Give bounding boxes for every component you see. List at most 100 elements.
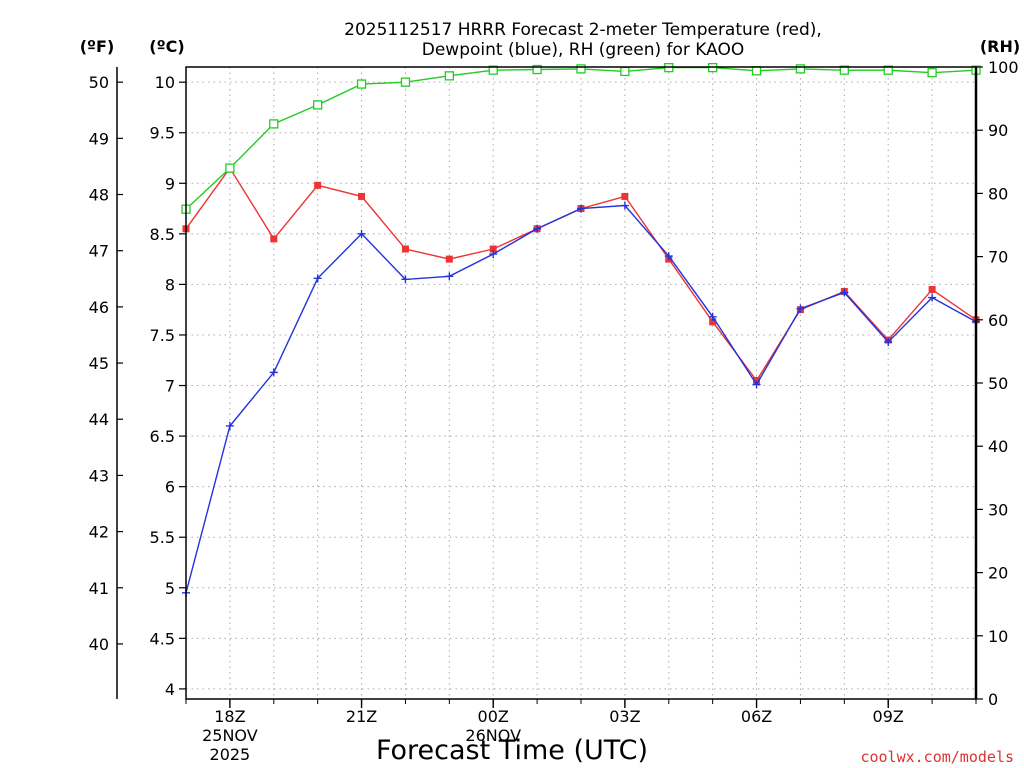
grid-lines xyxy=(186,67,976,699)
rh-point xyxy=(444,71,454,81)
celsius-tick-label: 5 xyxy=(165,579,175,598)
temperature-point xyxy=(445,255,453,263)
rh-point xyxy=(620,66,630,77)
rh-unit-label: (RH) xyxy=(980,37,1020,56)
x-tick-label: 03Z xyxy=(609,707,640,726)
celsius-tick-label: 7 xyxy=(165,377,175,396)
rh-point xyxy=(313,100,323,110)
x-tick-label: 21Z xyxy=(346,707,377,726)
rh-point xyxy=(883,65,893,75)
fahrenheit-tick-label: 46 xyxy=(89,298,109,317)
fahrenheit-tick-label: 44 xyxy=(89,410,109,429)
rh-point xyxy=(356,79,367,89)
dewpoint-point xyxy=(489,250,498,259)
celsius-tick-label: 7.5 xyxy=(150,326,175,345)
temperature-point xyxy=(753,376,761,384)
chart-title-line2: Dewpoint (blue), RH (green) for KAOO xyxy=(422,40,745,60)
dewpoint-point xyxy=(752,380,761,389)
fahrenheit-axis: 40 41 42 43 44 45 46 47 48 49 50 xyxy=(89,73,123,654)
rh-point xyxy=(269,119,279,129)
chart-title-line1: 2025112517 HRRR Forecast 2-meter Tempera… xyxy=(344,20,822,40)
rh-point xyxy=(532,64,542,75)
temperature-point xyxy=(489,245,497,253)
rh-tick-label: 90 xyxy=(988,121,1008,140)
celsius-tick-label: 6.5 xyxy=(150,427,175,446)
rh-point xyxy=(225,163,235,173)
dewpoint-point xyxy=(664,252,673,261)
dewpoint-point xyxy=(357,229,366,238)
x-tick-year-label: 2025 xyxy=(210,745,251,764)
rh-tick-label: 70 xyxy=(988,248,1008,267)
rh-point xyxy=(488,65,498,75)
rh-point xyxy=(927,68,937,78)
rh-tick-label: 40 xyxy=(988,437,1008,456)
temperature-point xyxy=(358,192,366,200)
x-tick-date-label: 26NOV xyxy=(465,726,521,745)
temperature-point xyxy=(928,285,936,293)
fahrenheit-tick-label: 41 xyxy=(89,579,109,598)
rh-tick-label: 20 xyxy=(988,564,1008,583)
fahrenheit-tick-label: 43 xyxy=(89,466,109,485)
rh-point xyxy=(751,66,762,76)
temperature-point xyxy=(270,235,278,243)
celsius-tick-label: 8.5 xyxy=(150,225,175,244)
x-tick-date-label: 25NOV xyxy=(202,726,258,745)
dewpoint-point xyxy=(225,421,234,430)
dewpoint-point xyxy=(840,288,849,297)
celsius-tick-label: 6 xyxy=(165,478,175,497)
rh-tick-label: 0 xyxy=(988,690,998,709)
dewpoint-point xyxy=(928,293,937,302)
celsius-axis: 4 4.5 5 5.5 6 6.5 7 7.5 8 8.5 9 9.5 10 xyxy=(150,73,186,699)
rh-axis: 0 10 20 30 40 50 60 70 80 90 100 xyxy=(976,58,1019,709)
fahrenheit-tick-label: 47 xyxy=(89,242,109,261)
rh-point xyxy=(839,65,849,75)
x-tick-label: 09Z xyxy=(873,707,904,726)
celsius-tick-label: 10 xyxy=(155,73,175,92)
celsius-tick-label: 9.5 xyxy=(150,124,175,143)
celsius-unit-label: (ºC) xyxy=(149,37,184,56)
dewpoint-point xyxy=(620,201,629,210)
x-tick-label: 18Z xyxy=(214,707,245,726)
rh-tick-label: 60 xyxy=(988,311,1008,330)
dewpoint-point xyxy=(445,272,454,281)
dewpoint-point xyxy=(796,304,805,313)
rh-tick-label: 10 xyxy=(988,627,1008,646)
series-layer xyxy=(181,62,981,597)
fahrenheit-tick-label: 50 xyxy=(89,73,109,92)
temperature-point xyxy=(621,192,629,200)
dewpoint-point xyxy=(313,274,322,283)
temperature-point xyxy=(314,181,322,189)
x-axis-label: Forecast Time (UTC) xyxy=(376,735,648,766)
rh-point xyxy=(795,64,806,74)
rh-tick-label: 50 xyxy=(988,374,1008,393)
celsius-tick-label: 4 xyxy=(165,680,175,699)
fahrenheit-tick-label: 48 xyxy=(89,186,109,205)
fahrenheit-unit-label: (ºF) xyxy=(80,37,115,56)
rh-tick-label: 100 xyxy=(988,58,1019,77)
rh-point xyxy=(576,64,586,74)
dewpoint-point xyxy=(708,312,717,321)
credit-text: coolwx.com/models xyxy=(860,748,1014,766)
x-tick-label: 06Z xyxy=(741,707,772,726)
dewpoint-point xyxy=(884,338,893,347)
rh-line xyxy=(185,66,977,210)
dewpoint-point xyxy=(533,224,542,233)
temperature-point xyxy=(401,245,409,253)
celsius-tick-label: 9 xyxy=(165,174,175,193)
fahrenheit-tick-label: 40 xyxy=(89,635,109,654)
fahrenheit-tick-label: 42 xyxy=(89,523,109,542)
rh-tick-label: 30 xyxy=(988,500,1008,519)
fahrenheit-tick-label: 45 xyxy=(89,354,109,373)
rh-point xyxy=(400,77,411,87)
temperature-point xyxy=(709,318,717,326)
dewpoint-point xyxy=(401,275,410,284)
celsius-tick-label: 8 xyxy=(165,275,175,294)
celsius-tick-label: 4.5 xyxy=(150,629,175,648)
dewpoint-point xyxy=(269,368,278,377)
rh-tick-label: 80 xyxy=(988,184,1008,203)
dewpoint-point xyxy=(577,204,585,213)
x-tick-label: 00Z xyxy=(478,707,509,726)
celsius-tick-label: 5.5 xyxy=(150,528,175,547)
